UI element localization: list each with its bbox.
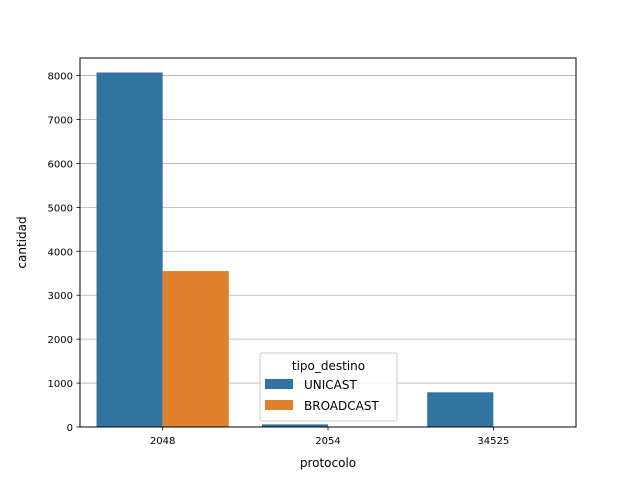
x-tick-label: 2054 xyxy=(315,436,340,447)
y-axis-label: cantidad xyxy=(15,216,29,268)
x-tick-label: 34525 xyxy=(477,436,509,447)
legend-label-broadcast: BROADCAST xyxy=(304,399,379,413)
legend-swatch-broadcast xyxy=(265,400,293,410)
x-tick-label: 2048 xyxy=(150,436,175,447)
legend-title: tipo_destino xyxy=(292,359,365,373)
legend-swatch-unicast xyxy=(265,379,293,389)
legend-box xyxy=(259,352,398,422)
bar-unicast-2054 xyxy=(261,424,328,427)
y-tick-label: 1000 xyxy=(48,379,73,390)
y-tick-label: 2000 xyxy=(48,335,73,346)
y-tick-label: 5000 xyxy=(48,203,73,214)
legend: tipo_destino UNICAST BROADCAST xyxy=(259,352,398,422)
bar-unicast-34525 xyxy=(427,392,494,427)
y-tick-label: 8000 xyxy=(48,72,73,83)
y-tick-label: 7000 xyxy=(48,116,73,127)
legend-label-unicast: UNICAST xyxy=(304,378,358,392)
y-tick-label: 6000 xyxy=(48,159,73,170)
y-tick-label: 3000 xyxy=(48,291,73,302)
bar-broadcast-2048 xyxy=(162,271,229,427)
y-tick-label: 4000 xyxy=(48,247,73,258)
x-axis-label: protocolo xyxy=(300,456,356,470)
y-tick-label: 0 xyxy=(67,423,73,434)
bar-unicast-2048 xyxy=(96,72,163,427)
